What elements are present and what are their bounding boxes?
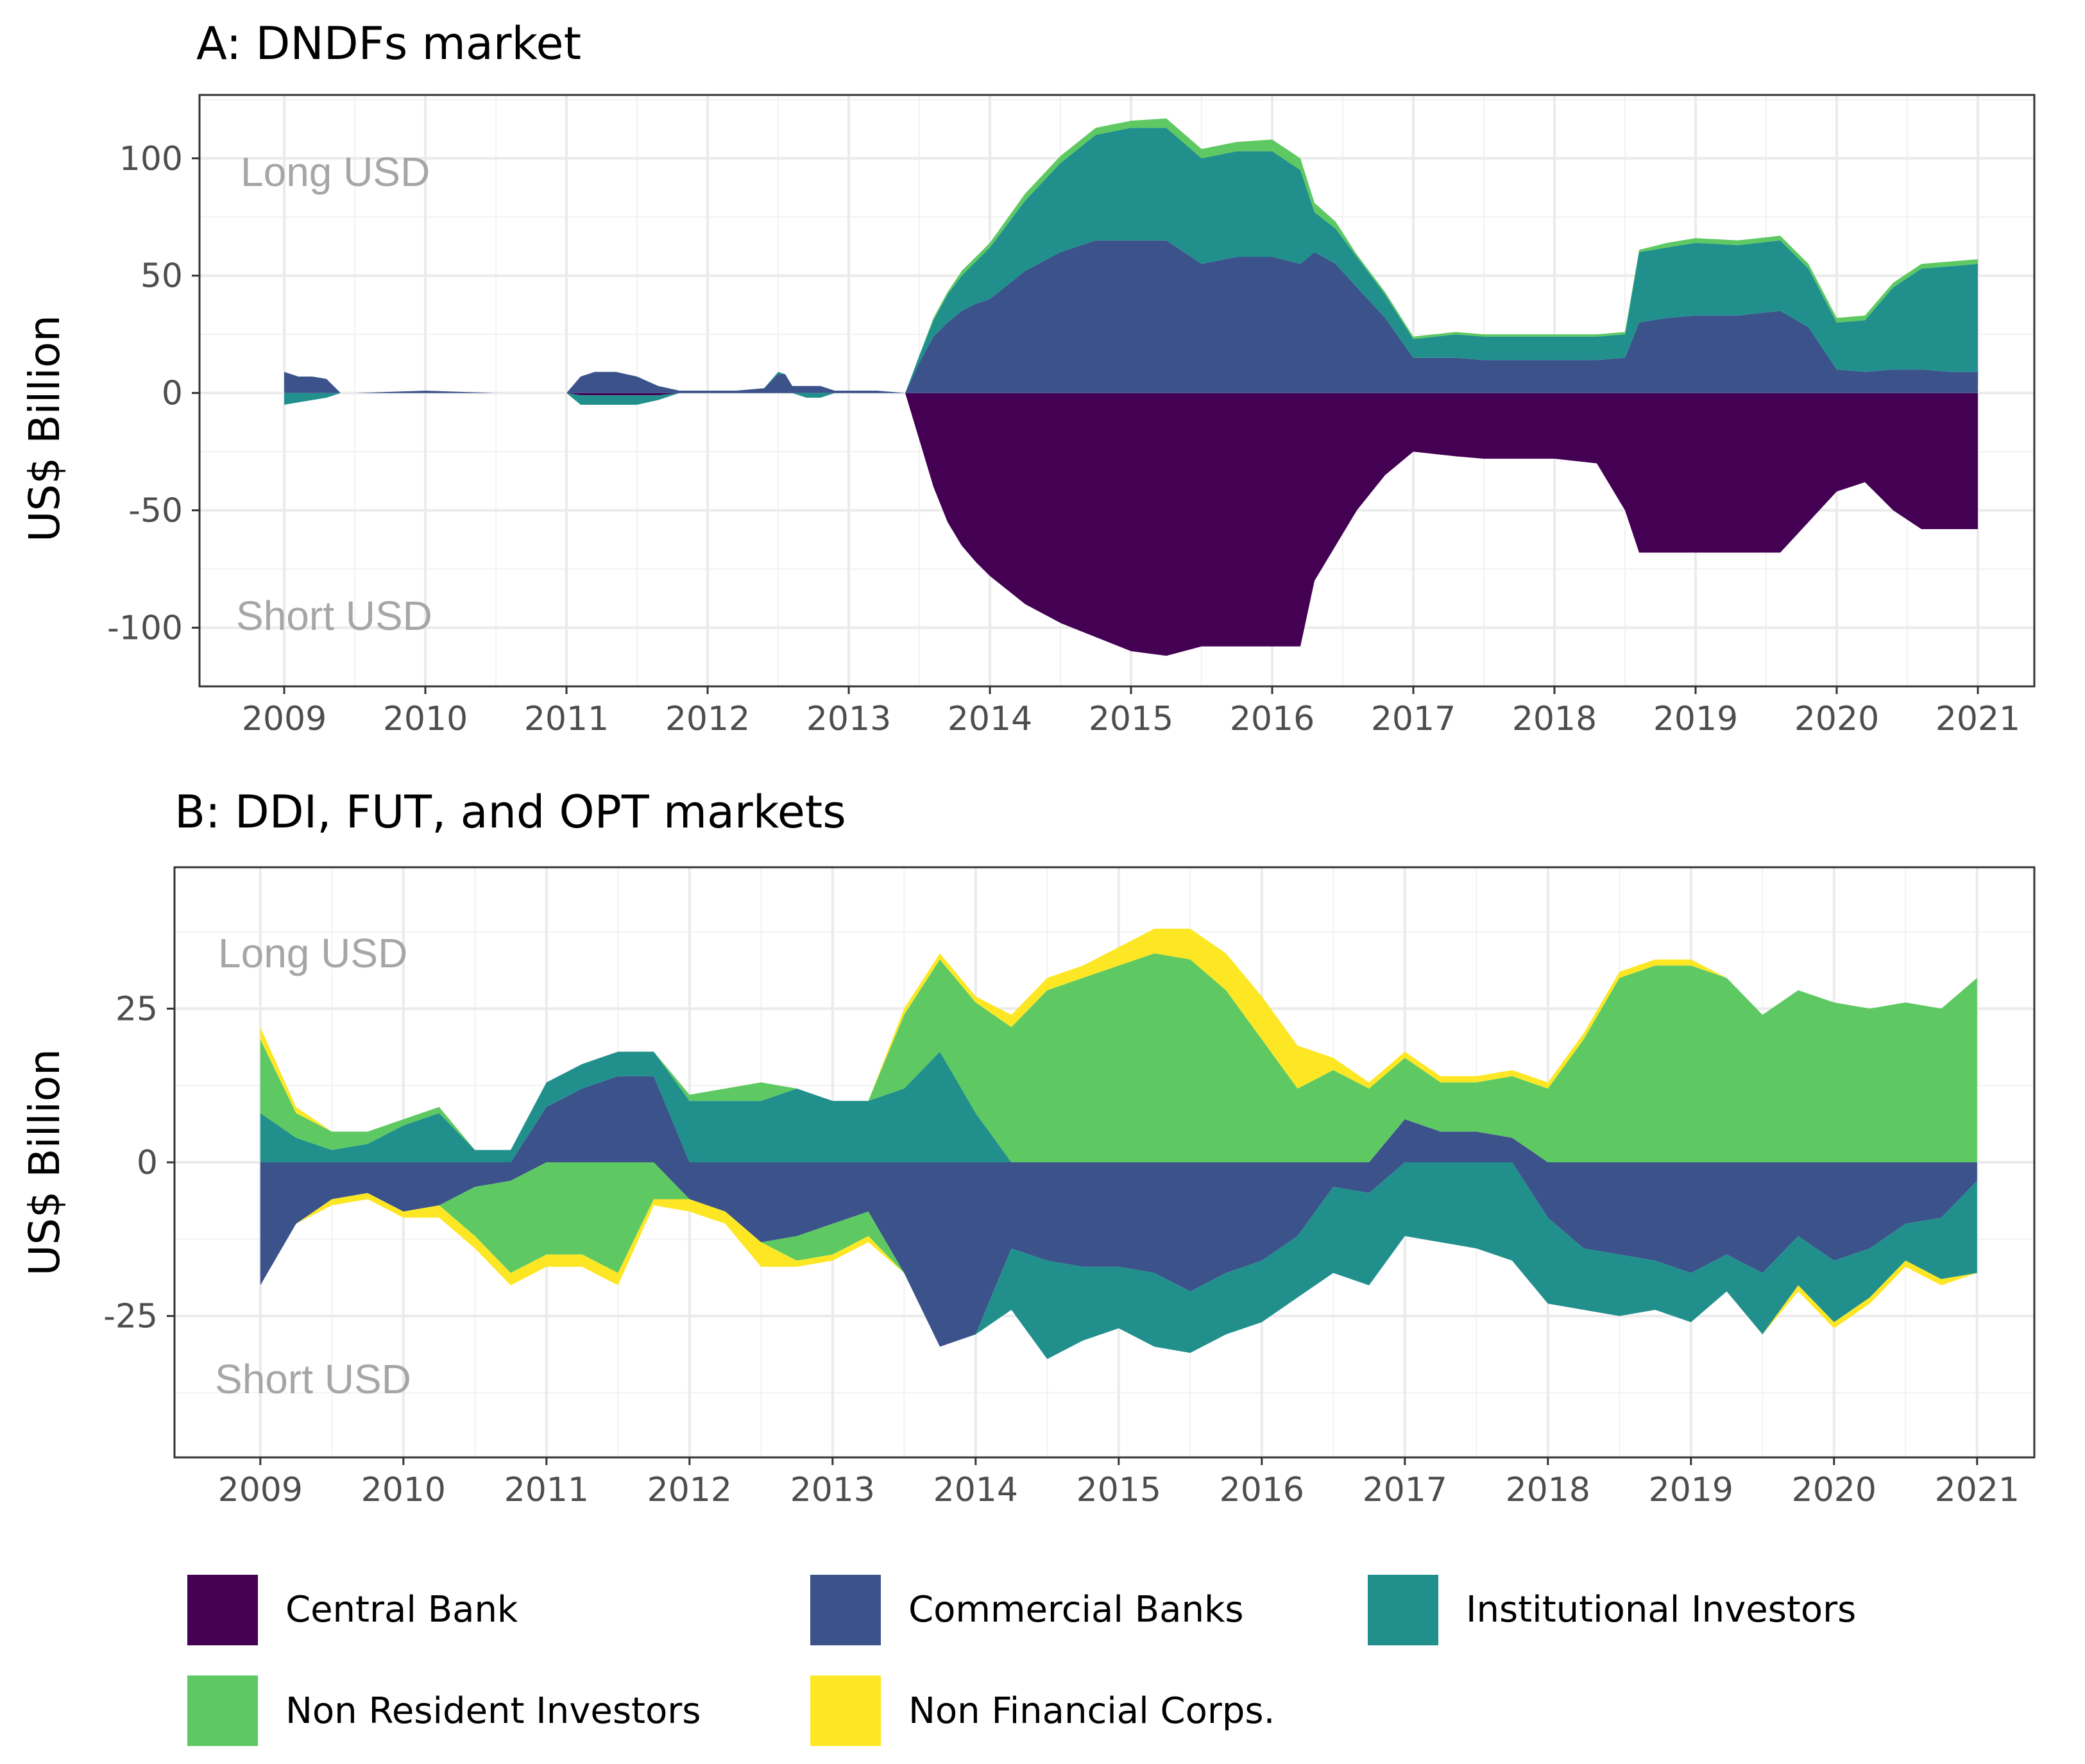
panel-a-areas	[284, 118, 1978, 656]
panel-a-area-institutional-investors-long	[284, 128, 1978, 393]
panel-a-title: A: DNDFs market	[196, 17, 581, 70]
panel-b-area-non-financial-corps-short	[260, 1192, 1977, 1359]
panel-b-areas	[260, 928, 1977, 1359]
legend-label-non-financial-corps: Non Financial Corps.	[908, 1690, 1275, 1732]
panel-a-x-tick-label: 2016	[1230, 700, 1315, 738]
panel-a-y-ticks: 100 50 0 -50 -100	[107, 140, 200, 648]
panel-a-y-tick-label: 100	[119, 140, 183, 178]
panel-b-area-non-resident-investors-short	[260, 1162, 1977, 1359]
legend-swatch-non-resident-investors	[187, 1675, 258, 1746]
legend-swatch-central-bank	[187, 1575, 258, 1645]
legend-swatch-commercial-banks	[810, 1575, 881, 1645]
panel-b-title: B: DDI, FUT, and OPT markets	[174, 786, 846, 838]
panel-a-x-tick-label: 2009	[242, 700, 327, 738]
legend: Central Bank Commercial Banks Institutio…	[187, 1575, 1856, 1746]
panel-b-x-tick-label: 2010	[361, 1471, 446, 1509]
panel-a-y-tick-label: 0	[162, 375, 183, 413]
panel-b-y-axis-title: US$ Billion	[20, 1049, 69, 1276]
panel-a-x-tick-label: 2012	[665, 700, 750, 738]
panel-b-area-commercial-banks-long	[260, 1076, 1977, 1162]
panel-b-area-non-resident-investors-long	[260, 953, 1977, 1162]
panel-b-x-tick-label: 2020	[1792, 1471, 1876, 1509]
legend-swatch-institutional-investors	[1368, 1575, 1438, 1645]
panel-b-x-tick-label: 2018	[1506, 1471, 1590, 1509]
panel-b-area-institutional-investors-short	[260, 1162, 1977, 1359]
panel-a-x-tick-label: 2017	[1371, 700, 1456, 738]
legend-label-non-resident-investors: Non Resident Investors	[285, 1690, 701, 1732]
panel-a-y-tick-label: -50	[128, 492, 183, 530]
panel-b-y-tick-label: -25	[103, 1298, 158, 1336]
panel-b-y-tick-label: 25	[115, 990, 158, 1028]
legend-label-central-bank: Central Bank	[285, 1589, 518, 1631]
panel-a-short-usd-label: Short USD	[236, 593, 432, 639]
panel-a-x-tick-label: 2014	[948, 700, 1032, 738]
panel-a-area-commercial-banks-long	[284, 240, 1978, 393]
panel-b: B: DDI, FUT, and OPT markets US$ Billion…	[20, 786, 2036, 1509]
panel-b-x-tick-label: 2014	[933, 1471, 1018, 1509]
panel-b-x-tick-label: 2015	[1077, 1471, 1161, 1509]
panel-b-short-usd-label: Short USD	[215, 1356, 411, 1402]
panel-b-x-tick-label: 2012	[647, 1471, 732, 1509]
panel-a-area-central-bank-short	[284, 393, 1978, 656]
panel-a-x-tick-label: 2018	[1512, 700, 1597, 738]
panel-b-y-ticks: 25 0 -25	[103, 990, 174, 1336]
panel-b-x-tick-label: 2021	[1935, 1471, 2020, 1509]
panel-a-x-tick-label: 2021	[1936, 700, 2020, 738]
panel-a-y-axis-title: US$ Billion	[20, 315, 69, 542]
panel-a-y-tick-label: 50	[140, 257, 183, 296]
legend-item-commercial-banks: Commercial Banks	[810, 1575, 1244, 1645]
legend-label-institutional-investors: Institutional Investors	[1466, 1589, 1856, 1631]
panel-b-area-commercial-banks-short	[260, 1162, 1977, 1347]
legend-swatch-non-financial-corps	[810, 1675, 881, 1746]
panel-a-long-usd-label: Long USD	[241, 149, 430, 195]
panel-a-x-ticks: 2009 2010 2011 2012 2013 2014 2015 2016 2017 2018…	[242, 686, 2020, 738]
panel-b-x-tick-label: 2016	[1220, 1471, 1304, 1509]
panel-a-x-tick-label: 2019	[1653, 700, 1738, 738]
panel-b-x-tick-label: 2017	[1363, 1471, 1447, 1509]
panel-a: A: DNDFs market US$ Billion Long USD Sho…	[20, 17, 2036, 738]
panel-a-x-tick-label: 2013	[806, 700, 891, 738]
panel-a-x-tick-label: 2010	[383, 700, 468, 738]
panel-b-y-tick-label: 0	[137, 1144, 158, 1182]
panel-b-x-tick-label: 2019	[1649, 1471, 1733, 1509]
panel-a-y-tick-label: -100	[107, 609, 183, 648]
panel-a-x-tick-label: 2020	[1794, 700, 1879, 738]
panel-a-x-tick-label: 2015	[1089, 700, 1173, 738]
legend-item-institutional-investors: Institutional Investors	[1368, 1575, 1856, 1645]
panel-b-long-usd-label: Long USD	[218, 930, 407, 976]
legend-label-commercial-banks: Commercial Banks	[908, 1589, 1244, 1631]
panel-b-area-institutional-investors-long	[260, 1051, 1977, 1162]
panel-b-x-tick-label: 2009	[218, 1471, 303, 1509]
panel-b-x-ticks: 2009 2010 2011 2012 2013 2014 2015 2016 2017 2018…	[218, 1457, 2020, 1509]
panel-b-x-tick-label: 2011	[504, 1471, 589, 1509]
legend-item-non-financial-corps: Non Financial Corps.	[810, 1675, 1275, 1746]
panel-a-border	[198, 94, 2036, 688]
legend-item-central-bank: Central Bank	[187, 1575, 518, 1645]
legend-item-non-resident-investors: Non Resident Investors	[187, 1675, 701, 1746]
panel-b-x-tick-label: 2013	[790, 1471, 875, 1509]
panel-a-x-tick-label: 2011	[524, 700, 609, 738]
